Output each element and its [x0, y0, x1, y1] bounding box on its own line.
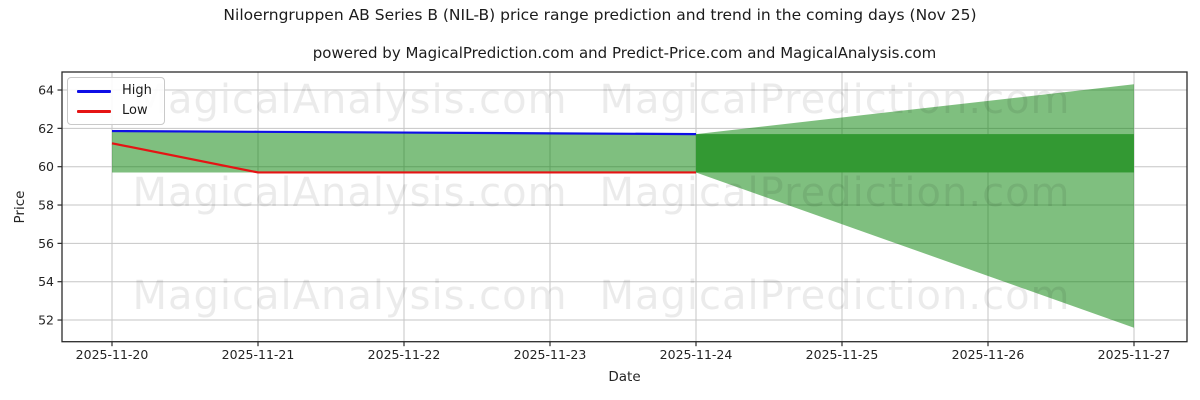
chart-title: Niloerngruppen AB Series B (NIL-B) price… [223, 6, 977, 24]
y-tick-label: 58 [38, 198, 54, 213]
legend-item-low: Low [77, 104, 152, 118]
watermark-text: MagicalPrediction.com [599, 170, 1071, 216]
watermark-text: MagicalPrediction.com [599, 77, 1071, 123]
x-tick-label: 2025-11-24 [660, 347, 733, 362]
high-line [111, 129, 697, 136]
x-tick-label: 2025-11-23 [514, 347, 587, 362]
y-tick-label: 62 [38, 121, 54, 136]
x-tick-label: 2025-11-20 [76, 347, 149, 362]
x-axis-label: Date [608, 369, 641, 385]
low-line [111, 142, 696, 174]
watermark-text: MagicalAnalysis.com [132, 273, 568, 319]
axes-frame [61, 71, 1188, 343]
y-axis-label: Price [12, 190, 28, 224]
y-tick-label: 60 [38, 159, 54, 174]
x-tick-label: 2025-11-22 [368, 347, 441, 362]
x-tick-label: 2025-11-21 [222, 347, 295, 362]
legend: High Low [67, 77, 165, 125]
x-tick-label: 2025-11-25 [806, 347, 879, 362]
watermark-text: MagicalPrediction.com [599, 273, 1071, 319]
y-tick-label: 64 [38, 83, 54, 98]
y-tick-label: 56 [38, 236, 54, 251]
y-tick-label: 52 [38, 313, 54, 328]
watermark-text: MagicalAnalysis.com [132, 170, 568, 216]
y-tick-label: 54 [38, 274, 54, 289]
watermark-text: MagicalAnalysis.com [132, 77, 568, 123]
high-line-swatch [77, 89, 111, 93]
history-range-band [112, 131, 696, 173]
legend-label-low: Low [122, 103, 148, 118]
low-line-swatch [77, 109, 111, 113]
legend-label-high: High [122, 83, 152, 98]
legend-item-high: High [77, 84, 152, 98]
x-tick-label: 2025-11-26 [952, 347, 1025, 362]
x-tick-label: 2025-11-27 [1098, 347, 1171, 362]
forecast-core-band [696, 134, 1134, 173]
chart-subtitle: powered by MagicalPrediction.com and Pre… [312, 44, 937, 62]
